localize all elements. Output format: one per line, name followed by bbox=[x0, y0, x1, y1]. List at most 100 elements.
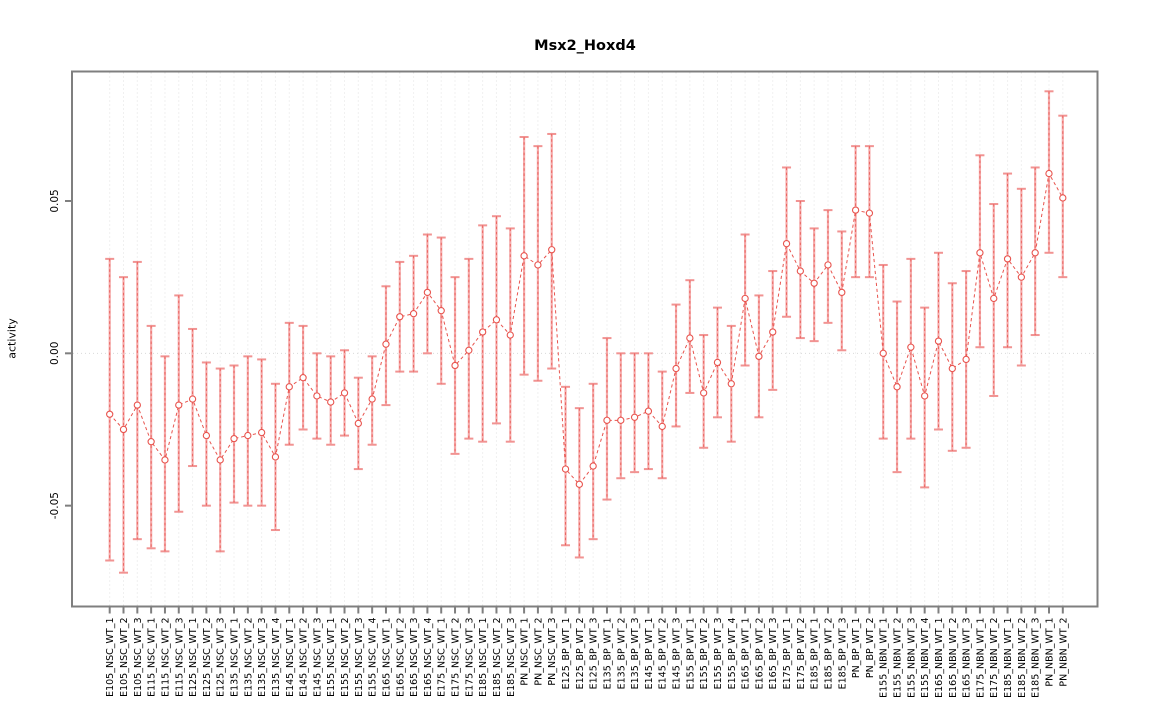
x-tick-label: E145_BP_WT_2 bbox=[658, 618, 669, 690]
plot-frame bbox=[71, 70, 1099, 608]
data-point bbox=[921, 392, 929, 400]
data-point bbox=[810, 279, 818, 287]
data-point bbox=[479, 328, 487, 336]
data-point bbox=[520, 252, 528, 260]
x-tick-label: E185_BP_WT_2 bbox=[823, 618, 834, 690]
data-point bbox=[1059, 194, 1067, 202]
data-point bbox=[465, 346, 473, 354]
x-tick-label: E105_NSC_WT_2 bbox=[119, 618, 130, 697]
data-point bbox=[934, 337, 943, 345]
data-point bbox=[106, 410, 114, 418]
data-point bbox=[119, 425, 128, 434]
x-tick-label: E155_BP_WT_4 bbox=[727, 618, 738, 690]
data-point bbox=[396, 313, 404, 321]
data-point bbox=[216, 456, 224, 464]
data-point bbox=[782, 239, 791, 248]
data-point bbox=[672, 364, 680, 373]
y-tick-label: -0.05 bbox=[49, 492, 61, 519]
x-tick-label: E145_NSC_WT_3 bbox=[312, 618, 323, 697]
x-tick-label: E185_NSC_WT_3 bbox=[506, 618, 517, 697]
data-point bbox=[1031, 249, 1039, 257]
x-tick-label: E135_NSC_WT_2 bbox=[243, 618, 254, 697]
data-point bbox=[658, 422, 666, 431]
data-point bbox=[368, 395, 376, 403]
x-tick-label: E135_BP_WT_3 bbox=[630, 618, 641, 690]
data-point bbox=[630, 413, 639, 421]
x-tick-label: E175_BP_WT_2 bbox=[796, 618, 807, 690]
x-tick-label: PN_NSC_WT_3 bbox=[547, 618, 558, 686]
x-tick-label: E165_NBN_WT_3 bbox=[962, 618, 973, 698]
y-axis: -0.05 0.00 0.05 bbox=[49, 189, 72, 519]
x-tick-label: E165_BP_WT_2 bbox=[754, 618, 765, 690]
data-point bbox=[382, 340, 390, 348]
x-tick-label: E135_NSC_WT_4 bbox=[271, 618, 282, 697]
data-point bbox=[147, 438, 155, 446]
data-point bbox=[230, 434, 238, 443]
error-bars bbox=[105, 90, 1068, 574]
data-point bbox=[188, 395, 197, 403]
x-tick-label: E125_BP_WT_3 bbox=[589, 618, 600, 690]
data-point bbox=[962, 355, 970, 364]
x-tick-label: E175_NSC_WT_1 bbox=[437, 618, 448, 697]
x-tick-label: E125_BP_WT_2 bbox=[575, 618, 586, 690]
x-tick-label: E155_BP_WT_3 bbox=[713, 618, 724, 690]
x-tick-label: E145_BP_WT_3 bbox=[672, 618, 683, 690]
x-tick-label: E145_NSC_WT_2 bbox=[299, 618, 310, 697]
x-tick-label: E145_NSC_WT_1 bbox=[285, 618, 296, 697]
data-point bbox=[755, 352, 763, 361]
data-point bbox=[741, 294, 749, 303]
data-point bbox=[437, 307, 445, 315]
x-tick-label: E155_NSC_WT_3 bbox=[354, 618, 365, 697]
x-tick-label: E155_NBN_WT_1 bbox=[879, 618, 890, 698]
data-point bbox=[313, 392, 321, 400]
data-point bbox=[879, 349, 887, 357]
data-point bbox=[589, 462, 597, 470]
data-point bbox=[796, 267, 805, 275]
x-tick-label: E115_NSC_WT_1 bbox=[147, 618, 158, 697]
x-tick-label: PN_NBN_WT_2 bbox=[1058, 618, 1069, 687]
data-point bbox=[492, 316, 501, 324]
x-axis: E105_NSC_WT_1 E105_NSC_WT_2 E105_NSC_WT_3 E… bbox=[105, 606, 1069, 698]
x-tick-label: E165_NBN_WT_1 bbox=[934, 618, 945, 698]
data-point bbox=[299, 374, 307, 382]
x-tick-label: E125_NSC_WT_1 bbox=[188, 618, 199, 697]
data-point bbox=[851, 206, 860, 214]
data-point bbox=[644, 407, 653, 415]
x-tick-label: E155_NBN_WT_3 bbox=[906, 618, 917, 698]
data-point bbox=[534, 261, 542, 269]
x-tick-label: E155_NBN_WT_4 bbox=[920, 618, 931, 698]
data-point bbox=[700, 389, 708, 397]
x-tick-label: E165_NSC_WT_2 bbox=[395, 618, 406, 697]
x-tick-label: E105_NSC_WT_1 bbox=[105, 618, 116, 697]
data-point bbox=[409, 310, 418, 318]
x-tick-label: PN_NBN_WT_1 bbox=[1044, 618, 1055, 687]
data-point bbox=[133, 401, 141, 409]
data-point bbox=[285, 383, 293, 391]
data-point bbox=[1017, 273, 1026, 281]
data-point bbox=[561, 465, 570, 473]
x-tick-label: E165_NBN_WT_2 bbox=[948, 618, 959, 698]
data-point bbox=[617, 416, 625, 424]
x-tick-label: E125_BP_WT_1 bbox=[561, 618, 572, 690]
data-point bbox=[340, 389, 349, 397]
data-point bbox=[976, 249, 984, 257]
y-tick-label: 0.00 bbox=[49, 342, 61, 365]
x-tick-label: E155_BP_WT_2 bbox=[699, 618, 710, 690]
data-point bbox=[548, 246, 556, 254]
data-point bbox=[451, 361, 459, 370]
data-point bbox=[244, 431, 252, 440]
x-tick-label: E135_BP_WT_2 bbox=[616, 618, 627, 690]
data-point bbox=[865, 209, 874, 217]
x-tick-label: E165_NSC_WT_3 bbox=[409, 618, 420, 697]
x-tick-label: PN_NSC_WT_1 bbox=[520, 618, 531, 686]
x-tick-label: E175_BP_WT_1 bbox=[782, 618, 793, 690]
x-tick-label: E155_NSC_WT_2 bbox=[340, 618, 351, 697]
data-point bbox=[506, 331, 514, 339]
data-point bbox=[713, 358, 722, 367]
x-tick-label: E155_NSC_WT_1 bbox=[326, 618, 337, 697]
x-tick-label: E155_BP_WT_1 bbox=[685, 618, 696, 690]
data-point bbox=[1045, 169, 1053, 178]
x-tick-label: E185_BP_WT_1 bbox=[810, 618, 821, 690]
x-tick-label: E175_NBN_WT_1 bbox=[975, 618, 986, 698]
